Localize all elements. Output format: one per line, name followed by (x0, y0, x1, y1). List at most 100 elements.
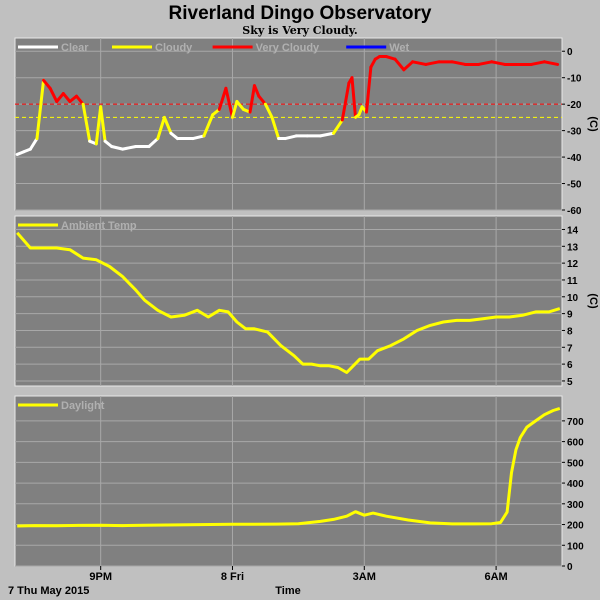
legend-label: Cloudy (155, 42, 193, 54)
data-point (236, 321, 237, 322)
series-segment (42, 78, 52, 90)
data-point (520, 437, 521, 438)
data-point (307, 135, 308, 136)
data-point (96, 143, 97, 144)
data-point (135, 289, 136, 290)
series-line-temp (16, 231, 561, 374)
series-segment (332, 118, 344, 135)
data-point (78, 525, 79, 526)
data-point (553, 410, 554, 411)
plot-area (14, 215, 563, 387)
series-line-daylight (17, 406, 561, 528)
y-tick-label: 300 (567, 500, 584, 511)
series-segment (35, 78, 46, 141)
plot-area (14, 37, 563, 211)
data-point (482, 318, 483, 319)
data-point (210, 524, 211, 525)
data-point (548, 311, 549, 312)
data-point (109, 266, 110, 267)
series-segment (252, 84, 261, 98)
data-point (122, 525, 123, 526)
data-point (144, 300, 145, 301)
data-point (408, 519, 409, 520)
series-segment (490, 60, 507, 66)
data-point (296, 135, 297, 136)
data-point (219, 310, 220, 311)
data-point (375, 59, 376, 60)
data-point (184, 315, 185, 316)
series-segment (202, 113, 215, 138)
data-point (544, 61, 545, 62)
data-point (386, 56, 387, 57)
chart-title: Riverland Dingo Observatory (169, 3, 432, 24)
series-segment (224, 86, 234, 119)
series-segment (121, 144, 138, 151)
y-tick-label: 0 (567, 562, 573, 573)
series-segment (393, 57, 406, 72)
data-point (157, 310, 158, 311)
data-point (452, 523, 453, 524)
data-point (500, 522, 501, 523)
data-point (232, 117, 233, 118)
data-point (285, 138, 286, 139)
data-point (469, 320, 470, 321)
data-point (412, 61, 413, 62)
data-point (76, 96, 77, 97)
y-tick-label: 8 (567, 326, 573, 337)
y-tick-label: 10 (567, 293, 579, 304)
series-segment (217, 86, 228, 111)
data-point (219, 109, 220, 110)
data-point (225, 88, 226, 89)
data-point (265, 104, 266, 105)
data-point (474, 523, 475, 524)
series-segment (55, 92, 65, 104)
data-point (368, 358, 369, 359)
data-point (83, 104, 84, 105)
data-point (197, 310, 198, 311)
series-segment (450, 60, 467, 66)
data-point (50, 88, 51, 89)
data-point (535, 420, 536, 421)
data-point (320, 521, 321, 522)
data-point (170, 316, 171, 317)
data-point (111, 146, 112, 147)
data-point (390, 345, 391, 346)
y-axis-label: (C) (587, 116, 599, 132)
data-point (430, 522, 431, 523)
data-point (370, 67, 371, 68)
data-point (122, 149, 123, 150)
data-point (56, 247, 57, 248)
y-axis-label: (C) (587, 293, 599, 309)
data-point (364, 515, 365, 516)
data-point (267, 332, 268, 333)
data-point (69, 101, 70, 102)
y-tick-label: 5 (567, 377, 573, 388)
data-point (531, 64, 532, 65)
series-segment (402, 60, 415, 72)
data-point (212, 114, 213, 115)
data-point (30, 149, 31, 150)
y-tick-label: 600 (567, 438, 584, 449)
data-point (17, 154, 18, 155)
series-segment (248, 84, 256, 114)
series-segment (75, 94, 85, 106)
data-point (56, 101, 57, 102)
legend-label: Very Cloudy (256, 42, 320, 54)
series-segment (191, 134, 206, 141)
data-point (43, 80, 44, 81)
data-point (443, 321, 444, 322)
data-point (452, 61, 453, 62)
y-tick-label: -30 (567, 127, 582, 138)
series-segment (283, 134, 298, 141)
series-segment (350, 76, 358, 119)
data-point (386, 516, 387, 517)
data-point (372, 513, 373, 514)
data-point (517, 64, 518, 65)
data-point (83, 257, 84, 258)
y-tick-label: 400 (567, 479, 584, 490)
data-point (96, 259, 97, 260)
series-segment (318, 131, 336, 138)
data-point (535, 311, 536, 312)
data-point (359, 358, 360, 359)
